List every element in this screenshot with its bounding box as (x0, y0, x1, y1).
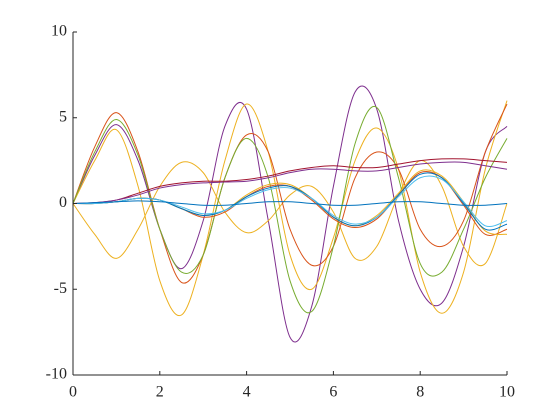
series-line (72, 175, 508, 228)
x-tick-label: 8 (416, 384, 424, 401)
series-line (72, 85, 508, 343)
series-line (72, 105, 508, 314)
x-tick-label: 10 (499, 384, 515, 401)
x-tick-label: 0 (69, 384, 77, 401)
y-tick-label: -10 (46, 366, 67, 383)
series-line (72, 160, 508, 267)
x-tick-label: 2 (156, 384, 164, 401)
series-line (72, 200, 508, 206)
series-line (72, 158, 508, 204)
series-line (72, 103, 508, 284)
series-line (72, 100, 508, 317)
x-tick-label: 6 (329, 384, 337, 401)
y-tick-label: 10 (51, 23, 67, 40)
y-tick-label: -5 (54, 280, 67, 297)
x-tick-label: 4 (243, 384, 251, 401)
y-tick-label: 5 (59, 108, 67, 125)
series-line (72, 161, 508, 204)
y-tick-label: 0 (59, 194, 67, 211)
